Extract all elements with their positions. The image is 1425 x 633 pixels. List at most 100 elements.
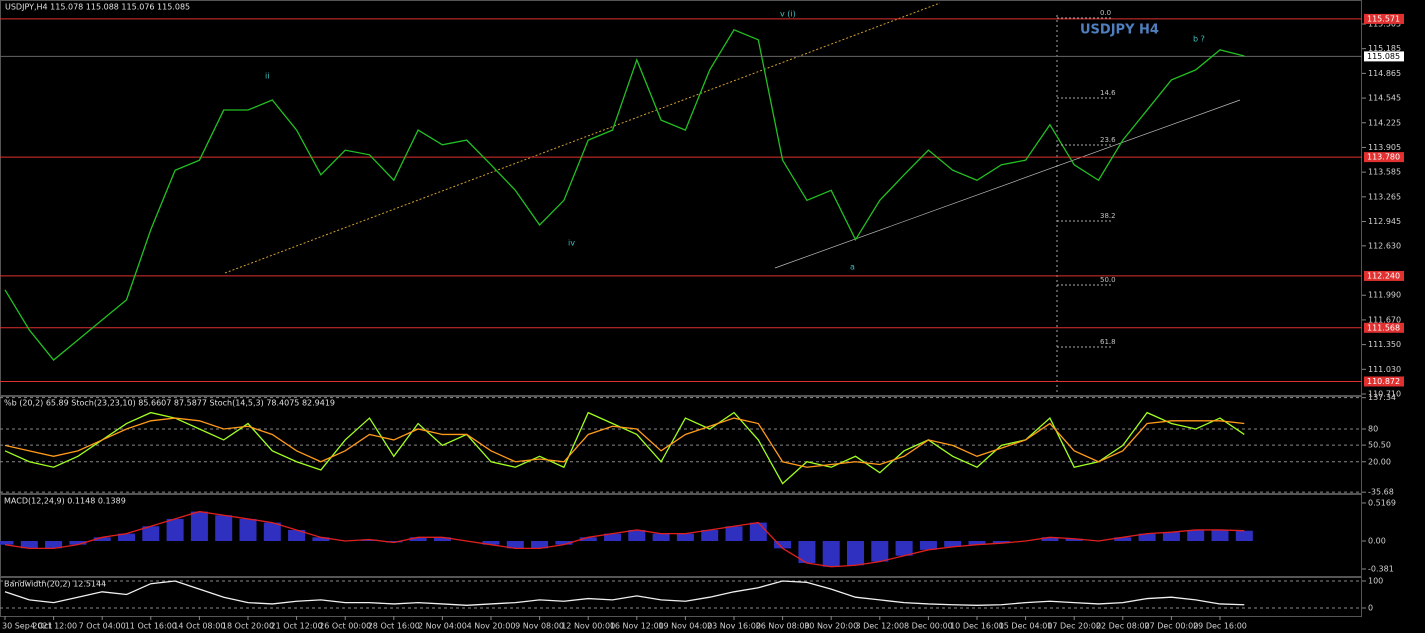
y-tick-label: 100: [1368, 576, 1383, 585]
bar: [919, 540, 937, 550]
bar: [1187, 529, 1205, 541]
bar: [798, 540, 816, 564]
y-tick-label: 20.00: [1368, 457, 1391, 466]
bar: [263, 522, 281, 541]
y-tick-label: 114.545: [1368, 94, 1401, 103]
y-tick-label: -0.381: [1368, 565, 1394, 574]
fib-label: 23.6: [1100, 136, 1116, 144]
bar: [725, 526, 743, 541]
y-tick-label: 114.225: [1368, 118, 1401, 127]
bar: [385, 540, 403, 543]
x-tick-label: 9 Nov 08:00: [515, 622, 564, 631]
bar: [288, 529, 306, 541]
x-tick-label: 7 Oct 04:00: [79, 622, 126, 631]
chart-title: USDJPY,H4 115.078 115.088 115.076 115.08…: [5, 3, 190, 12]
fib-label: 38.2: [1100, 212, 1116, 220]
bar: [555, 540, 573, 545]
x-tick-label: 19 Nov 04:00: [658, 622, 712, 631]
y-tick-label: 113.265: [1368, 192, 1401, 201]
bar: [871, 540, 889, 562]
channel-line: [224, 2, 941, 274]
main-frame: [0, 0, 1362, 396]
y-tick-label: 0: [1368, 604, 1373, 613]
series-line: [4, 411, 1245, 485]
x-tick-label: 30 Nov 20:00: [804, 622, 858, 631]
bar: [1162, 532, 1180, 541]
y-tick-label: 110.710: [1368, 389, 1401, 398]
macd-title: MACD(12,24,9) 0.1148 0.1389: [4, 497, 126, 506]
bar: [968, 540, 986, 545]
y-tick-label: 114.865: [1368, 69, 1401, 78]
bar: [45, 540, 63, 549]
bar: [603, 533, 622, 541]
bar: [895, 540, 913, 556]
bar: [579, 537, 597, 541]
series-line: [4, 28, 1245, 361]
bar: [676, 533, 694, 541]
bar: [215, 515, 233, 541]
bar: [774, 540, 792, 549]
level-label: 112.240: [1367, 271, 1400, 280]
bar: [69, 540, 87, 545]
bar: [360, 539, 379, 541]
bar: [142, 526, 160, 541]
bar: [944, 540, 962, 547]
y-tick-label: 113.905: [1368, 143, 1401, 152]
level-box: [1364, 13, 1404, 24]
bandwidth-frame: [0, 577, 1362, 617]
bar: [0, 540, 14, 545]
y-tick-label: 112.945: [1368, 217, 1401, 226]
x-tick-label: 28 Oct 16:00: [368, 622, 420, 631]
bar: [117, 533, 136, 541]
bar: [20, 540, 38, 549]
bar: [312, 537, 330, 541]
x-tick-label: 2 Nov 04:00: [418, 622, 467, 631]
x-tick-label: 26 Oct 00:00: [319, 622, 371, 631]
fib-label: 14.6: [1100, 89, 1116, 97]
bar: [628, 529, 646, 541]
y-tick-label: 50.50: [1368, 441, 1391, 450]
series-line: [4, 580, 1245, 606]
last-price-label: 115.085: [1367, 52, 1400, 61]
level-box: [1364, 152, 1404, 163]
x-tick-label: 11 Oct 16:00: [125, 622, 177, 631]
fib-label: 61.8: [1100, 338, 1116, 346]
y-tick-label: 113.585: [1368, 168, 1401, 177]
fib-label: 0.0: [1100, 9, 1111, 17]
wave-label: a: [850, 263, 855, 272]
osc-title: %b (20,2) 65.89 Stoch(23,23,10) 85.6607 …: [4, 399, 335, 408]
y-tick-label: 112.630: [1368, 241, 1401, 250]
x-tick-label: 29 Dec 16:00: [1193, 622, 1247, 631]
level-box: [1364, 322, 1404, 333]
level-label: 111.568: [1367, 323, 1400, 332]
fib-label: 50.0: [1100, 276, 1116, 284]
y-tick-label: 111.350: [1368, 340, 1401, 349]
x-tick-label: 10 Dec 16:00: [950, 622, 1004, 631]
y-tick-label: 115.505: [1368, 19, 1401, 28]
x-tick-label: 21 Oct 12:00: [271, 622, 323, 631]
x-tick-label: 27 Dec 00:00: [1144, 622, 1198, 631]
x-tick-label: 16 Nov 12:00: [610, 622, 664, 631]
y-tick-label: 111.990: [1368, 291, 1401, 300]
bar: [1138, 533, 1156, 541]
series-line: [4, 417, 1245, 468]
bar: [1065, 538, 1083, 541]
x-tick-label: 4 Oct 12:00: [30, 622, 77, 631]
x-tick-label: 18 Oct 20:00: [222, 622, 274, 631]
macd-frame: [0, 494, 1362, 577]
bar: [482, 540, 500, 545]
x-tick-label: 14 Oct 08:00: [173, 622, 225, 631]
bar: [166, 518, 184, 541]
x-tick-label: 23 Nov 16:00: [707, 622, 761, 631]
level-label: 115.571: [1367, 14, 1400, 23]
x-tick-label: 17 Dec 20:00: [1047, 622, 1101, 631]
level-box: [1364, 270, 1404, 281]
bar: [531, 540, 549, 549]
y-tick-label: 80: [1368, 424, 1378, 433]
bar: [93, 537, 111, 541]
wave-label: b ?: [1193, 35, 1205, 44]
bar: [652, 533, 670, 541]
y-tick-label: 137.34: [1368, 393, 1396, 402]
y-tick-label: -35.68: [1368, 488, 1394, 497]
